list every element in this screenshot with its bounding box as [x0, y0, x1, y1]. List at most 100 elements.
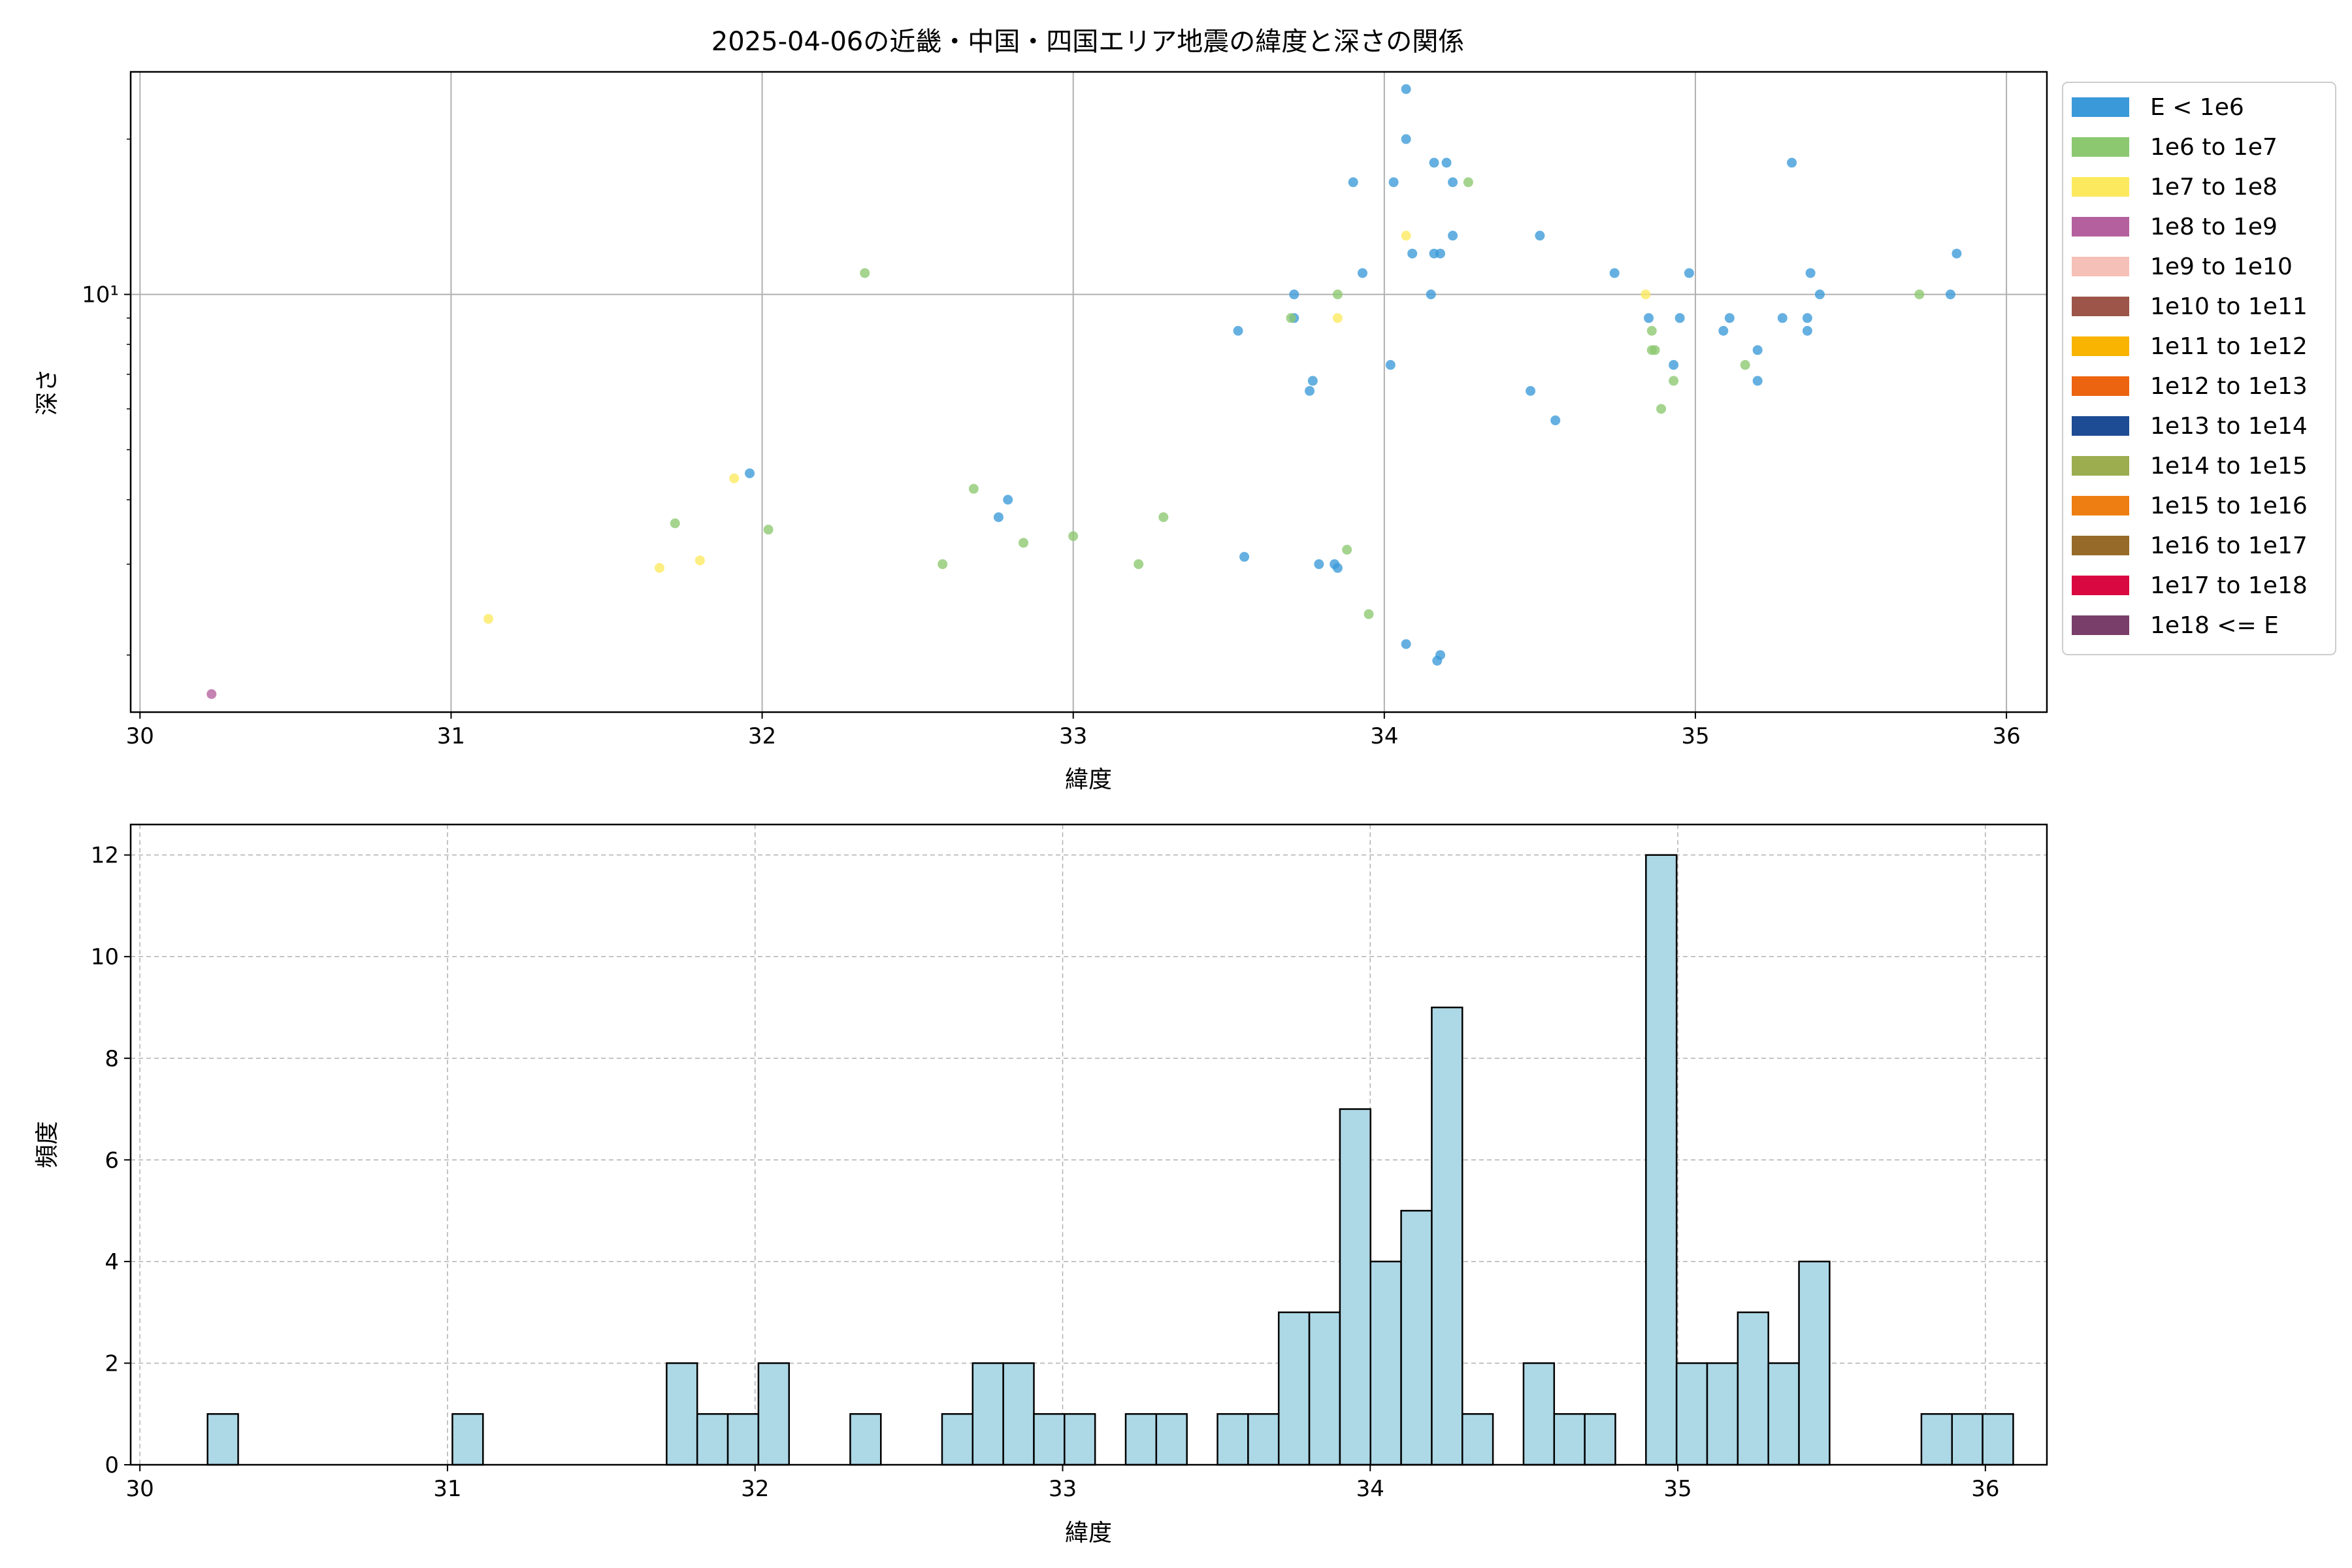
histogram-bar	[1155, 1413, 1188, 1466]
scatter-point	[1441, 157, 1452, 168]
scatter-point	[1740, 360, 1750, 370]
scatter-point	[1358, 268, 1367, 278]
scatter-point	[1429, 157, 1439, 168]
legend-swatch	[2072, 137, 2129, 157]
scatter-point	[1674, 313, 1685, 323]
legend-swatch	[2072, 97, 2129, 117]
scatter-point	[1401, 134, 1411, 144]
scatter-point	[670, 518, 680, 529]
histogram-y-axis-label: 頻度	[34, 1121, 61, 1168]
scatter-grid	[131, 72, 2047, 712]
scatter-point	[1401, 84, 1411, 94]
scatter-point	[1945, 289, 1955, 300]
scatter-point	[1289, 289, 1299, 300]
legend-swatch	[2072, 257, 2129, 276]
scatter-point	[938, 559, 948, 570]
legend-frame	[2062, 82, 2336, 655]
scatter-point	[1669, 360, 1679, 370]
scatter-x-tick-label: 31	[437, 723, 465, 749]
histogram-bar	[1706, 1362, 1739, 1466]
scatter-point	[1535, 231, 1545, 241]
scatter-point	[1448, 177, 1458, 188]
legend-label: 1e6 to 1e7	[2150, 134, 2278, 161]
scatter-point	[763, 525, 774, 535]
scatter-point	[1305, 385, 1315, 396]
histogram-bar	[1064, 1413, 1096, 1466]
histogram-y-tick-label: 6	[105, 1147, 119, 1173]
scatter-point	[1332, 313, 1343, 323]
legend-label: E < 1e6	[2150, 94, 2244, 121]
histogram-bars	[206, 854, 2014, 1466]
scatter-point	[1463, 177, 1473, 188]
histogram-bar	[1308, 1311, 1341, 1466]
histogram-y-tick-label: 2	[105, 1350, 119, 1377]
scatter-plot-frame	[129, 71, 2048, 713]
legend-swatch	[2072, 177, 2129, 197]
legend-label: 1e9 to 1e10	[2150, 253, 2293, 280]
histogram-bar	[1737, 1311, 1769, 1466]
legend-swatch	[2072, 536, 2129, 555]
scatter-point	[1233, 325, 1243, 336]
histogram-axes: 30 31 32 33 34 35 36 0 2 4 6 8 10 12	[91, 843, 2000, 1502]
legend-swatch	[2072, 376, 2129, 396]
legend-swatch	[2072, 576, 2129, 595]
scatter-point	[1448, 231, 1458, 241]
scatter-point	[1239, 551, 1250, 562]
legend-label: 1e15 to 1e16	[2150, 493, 2308, 519]
histogram-bar	[1584, 1413, 1616, 1466]
histogram-bar	[1339, 1108, 1371, 1466]
scatter-point	[1914, 289, 1925, 300]
histogram-y-tick-label: 4	[105, 1249, 119, 1275]
histogram-bar	[1247, 1413, 1280, 1466]
scatter-point	[1787, 157, 1797, 168]
histogram-bar	[206, 1413, 239, 1466]
scatter-point	[1752, 345, 1763, 355]
scatter-y-tick-label: 10¹	[82, 282, 119, 308]
scatter-point	[1426, 289, 1436, 300]
histogram-bar	[1767, 1362, 1800, 1466]
histogram-bar	[1798, 1260, 1831, 1466]
scatter-point	[1134, 559, 1144, 570]
scatter-point	[1777, 313, 1788, 323]
scatter-chart: 2025-04-06の近畿・中国・四国エリア地震の緯度と深さの関係 30 31 32…	[34, 27, 2336, 793]
histogram-bar	[941, 1413, 974, 1466]
scatter-point	[483, 613, 494, 624]
histogram-x-tick-label: 32	[741, 1476, 769, 1502]
scatter-x-tick-label: 36	[1992, 723, 2020, 749]
scatter-point	[1332, 563, 1343, 573]
scatter-point	[860, 268, 870, 278]
histogram-bar	[727, 1413, 760, 1466]
histogram-bar	[1124, 1413, 1158, 1466]
legend-swatch	[2072, 416, 2129, 436]
scatter-point	[1526, 385, 1536, 396]
histogram-bar	[666, 1362, 698, 1466]
scatter-point	[1802, 325, 1812, 336]
histogram-bar	[1675, 1362, 1708, 1466]
scatter-point	[1684, 268, 1694, 278]
scatter-point	[1650, 345, 1660, 355]
histogram-bar	[757, 1362, 790, 1466]
scatter-point	[1388, 177, 1399, 188]
histogram-bar	[1982, 1413, 2014, 1466]
histogram-y-tick-label: 10	[91, 944, 119, 970]
scatter-points	[206, 84, 1962, 699]
scatter-point	[729, 473, 740, 483]
scatter-x-tick-label: 32	[748, 723, 776, 749]
legend-label: 1e14 to 1e15	[2150, 453, 2308, 480]
legend-swatch	[2072, 297, 2129, 316]
histogram-bar	[451, 1413, 484, 1466]
legend-label: 1e11 to 1e12	[2150, 333, 2308, 360]
legend-label: 1e7 to 1e8	[2150, 174, 2278, 201]
scatter-point	[1550, 415, 1561, 425]
histogram-bar	[1002, 1362, 1035, 1466]
legend-label: 1e12 to 1e13	[2150, 373, 2308, 400]
scatter-point	[1342, 544, 1352, 555]
histogram-x-tick-label: 33	[1049, 1476, 1077, 1502]
histogram-y-tick-label: 8	[105, 1046, 119, 1072]
scatter-point	[1068, 531, 1079, 542]
scatter-point	[1385, 360, 1396, 370]
scatter-x-tick-label: 30	[126, 723, 154, 749]
scatter-point	[1407, 248, 1418, 259]
histogram-bar	[1920, 1413, 1953, 1466]
